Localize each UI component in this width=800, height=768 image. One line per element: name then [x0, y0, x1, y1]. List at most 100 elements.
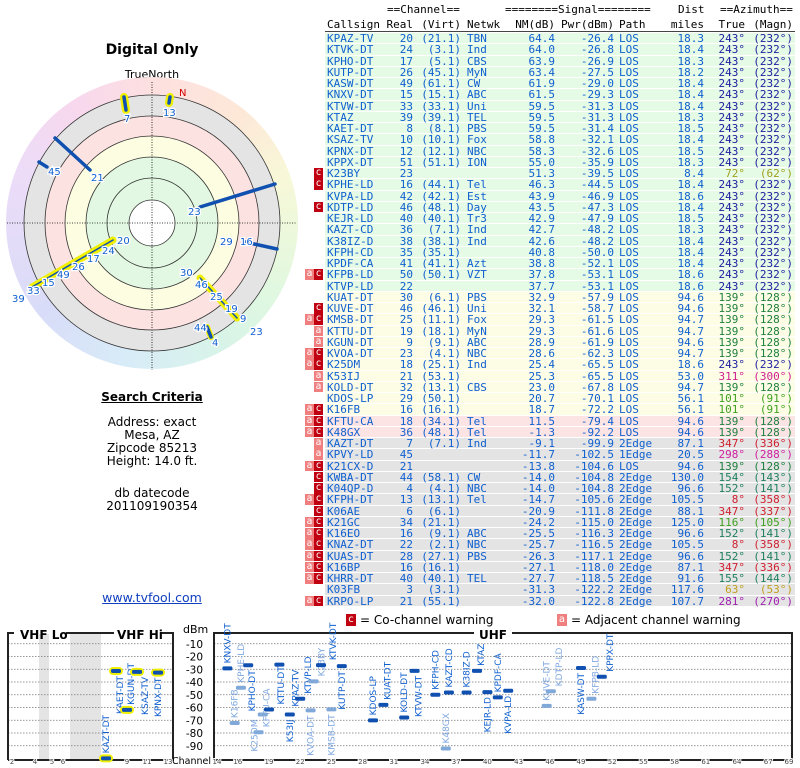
column-header[interactable]: miles	[670, 18, 704, 31]
station-row[interactable]: KAZT-DT 7 (7.1) Ind -9.1 -99.9 2Edge 87.1 347° (3…	[325, 438, 795, 450]
station-row[interactable]: KUAT-DT 30 (6.1) PBS 32.9 -57.9 LOS 94.6 139° (12…	[325, 290, 795, 304]
callsign: KDOS-LP	[327, 392, 374, 405]
station-row[interactable]: KWBA-DT 44 (58.1) CW -14.0 -104.8 2Edge 130.0 15…	[325, 471, 795, 483]
station-row[interactable]: KTTU-DT 19 (18.1) MyN 29.3 -61.6 LOS 94.7 139° (1…	[325, 324, 795, 338]
station-row[interactable]: K16FB 16 (16.1) 18.7 -72.2 LOS 56.1 101° (91°)	[325, 404, 795, 416]
real-channel: 19	[399, 324, 413, 338]
y-tick-label: -40	[186, 677, 203, 689]
column-header[interactable]: Real	[386, 18, 414, 31]
distance: 18.4	[677, 245, 705, 259]
station-row[interactable]: K21CX-D 21 -13.8 -104.6 LOS 94.6 139° (128°)	[325, 460, 795, 472]
station-row[interactable]: K23BY 23 51.3 -39.5 LOS 8.4 72° (62°)	[325, 168, 795, 180]
station-row[interactable]: K06AE 6 (6.1) -20.9 -111.8 2Edge 88.1 347° (337°…	[325, 504, 795, 518]
station-row[interactable]: K53IJ 21 (53.1) 25.3 -65.5 LOS 53.0 311° (300°)	[325, 369, 795, 383]
path: LOS	[619, 302, 639, 315]
azimuth-true: 139°	[718, 425, 746, 439]
callsign: KUAT-DT	[327, 290, 374, 304]
azimuth-magnetic: (128°)	[753, 335, 793, 349]
station-row[interactable]: KPDF-CA 41 (41.1) Azt 38.8 -52.1 LOS 18.4 243° (2…	[325, 257, 795, 270]
station-row[interactable]: KDOS-LP 29 (50.1) 20.7 -70.1 LOS 56.1 101° (91°)	[325, 392, 795, 405]
station-label: KSAZ-TV	[141, 676, 151, 715]
tvfool-link[interactable]: www.tvfool.com	[102, 590, 202, 605]
station-row[interactable]: KPAZ-TV 20 (21.1) TBN 64.4 -26.4 LOS 18.3 243° (2…	[325, 33, 795, 45]
callsign: K53IJ	[327, 369, 361, 383]
station-row[interactable]: KEJR-LD 40 (40.1) Tr3 42.9 -47.9 LOS 18.5 243° (2…	[325, 213, 795, 225]
station-row[interactable]: KHRR-DT 40 (40.1) TEL -27.7 -118.5 2Edge 91.6 15…	[325, 573, 795, 585]
station-row[interactable]: KGUN-DT 9 (9.1) ABC 28.9 -61.9 LOS 94.6 139° (128…	[325, 335, 795, 349]
column-header[interactable]: True	[718, 18, 746, 31]
azimuth-true: 347°	[718, 504, 746, 518]
column-header[interactable]: (Magn)	[753, 18, 793, 31]
network: PBS	[467, 290, 487, 304]
station-row[interactable]: KAET-DT 8 (8.1) PBS 59.5 -31.4 LOS 18.5 243° (232…	[325, 122, 795, 135]
station-row[interactable]: KPVY-LD 45 -11.7 -102.5 1Edge 20.5 298° (288°)	[325, 449, 795, 461]
station-row[interactable]: KRPO-LP 21 (55.1) -32.0 -122.8 2Edge 107.7 281°…	[325, 595, 795, 607]
station-row[interactable]: K04QP-D 4 (4.1) NBC -14.0 -104.8 2Edge 96.6 152°…	[325, 483, 795, 495]
station-row[interactable]: KTVW-DT 33 (33.1) Uni 59.5 -31.3 LOS 18.4 243° (2…	[325, 100, 795, 112]
noise-margin: 43.9	[528, 189, 556, 203]
polar-label: 46	[195, 280, 208, 291]
station-row[interactable]: K16BP 16 (16.1) -27.1 -118.0 2Edge 87.1 347° (33…	[325, 561, 795, 573]
station-row[interactable]: KFPH-DT 13 (13.1) Tel -14.7 -105.6 2Edge 105.5 8…	[325, 494, 795, 506]
virtual-channel: (45.1)	[421, 65, 461, 79]
station-row[interactable]: KTAZ 39 (39.1) TEL 59.5 -31.3 LOS 18.3 243° (232°…	[325, 111, 795, 123]
station-row[interactable]: KDTP-LD 46 (48.1) Day 43.5 -47.3 LOS 18.4 243° (2…	[325, 201, 795, 213]
real-channel: 49	[399, 77, 413, 90]
station-row[interactable]: KNAZ-DT 22 (2.1) NBC -25.7 -116.5 2Edge 105.5 8°…	[325, 539, 795, 551]
signal-bar	[482, 690, 493, 695]
signal-bar	[368, 718, 378, 723]
station-row[interactable]: KAZT-CD 36 (7.1) Ind 42.7 -48.2 LOS 18.3 243° (23…	[325, 224, 795, 236]
signal-bar	[295, 696, 306, 701]
station-row[interactable]: K25DM 18 (25.1) Ind 25.4 -65.5 LOS 18.6 243° (232…	[325, 358, 795, 372]
co-channel-warning-icon: c	[314, 470, 323, 483]
real-channel: 23	[399, 347, 413, 360]
path: LOS	[619, 257, 639, 270]
station-row[interactable]: KUTP-DT 26 (45.1) MyN 63.4 -27.5 LOS 18.2 243° (2…	[325, 65, 795, 79]
station-row[interactable]: KVOA-DT 23 (4.1) NBC 28.6 -62.3 LOS 94.7 139° (12…	[325, 347, 795, 360]
network: PBS	[467, 122, 487, 135]
distance: 117.6	[670, 583, 704, 597]
station-row[interactable]: KVPA-LD 42 (42.1) Est 43.9 -46.9 LOS 18.6 243° (2…	[325, 189, 795, 203]
signal-bar	[461, 690, 472, 695]
uhf-frame	[213, 632, 793, 761]
station-row[interactable]: KTVK-DT 24 (3.1) Ind 64.0 -26.8 LOS 18.4 243° (23…	[325, 44, 795, 56]
station-row[interactable]: KPPX-DT 51 (51.1) ION 55.0 -35.9 LOS 18.3 243° (2…	[325, 156, 795, 168]
station-row[interactable]: KPHO-DT 17 (5.1) CBS 63.9 -26.9 LOS 18.3 243° (23…	[325, 55, 795, 67]
station-row[interactable]: K21GC 34 (21.1) -24.2 -115.0 2Edge 125.0 116° (1…	[325, 516, 795, 528]
column-header[interactable]: (Virt)	[421, 18, 461, 31]
station-row[interactable]: KOLD-DT 32 (13.1) CBS 23.0 -67.8 LOS 94.7 139° (1…	[325, 381, 795, 393]
station-row[interactable]: KUAS-DT 28 (27.1) PBS -26.3 -117.1 2Edge 96.6 15…	[325, 550, 795, 562]
station-row[interactable]: KASW-DT 49 (61.1) CW 61.9 -29.0 LOS 18.4 243° (23…	[325, 77, 795, 90]
station-row[interactable]: KNXV-DT 15 (15.1) ABC 61.5 -29.3 LOS 18.4 243° (2…	[325, 89, 795, 101]
column-header[interactable]: Path	[619, 18, 646, 31]
station-row[interactable]: K48GX 36 (48.1) Tel -1.3 -92.2 LOS 94.6 139° (128…	[325, 425, 795, 439]
station-row[interactable]: K38IZ-D 38 (38.1) Ind 42.6 -48.2 LOS 18.4 243° (2…	[325, 235, 795, 247]
station-row[interactable]: KUVE-DT 46 (46.1) Uni 32.1 -58.7 LOS 94.6 139° (1…	[325, 302, 795, 315]
column-header[interactable]: NM(dB)	[515, 18, 555, 31]
polar-label: 16	[240, 237, 253, 248]
polar-label: 7	[124, 114, 130, 125]
path: LOS	[619, 358, 639, 372]
station-row[interactable]: KFTU-CA 18 (34.1) Tel 11.5 -79.4 LOS 94.6 139° (1…	[325, 415, 795, 427]
station-row[interactable]: KPHE-LD 16 (44.1) Tel 46.3 -44.5 LOS 18.4 243° (2…	[325, 179, 795, 191]
column-header[interactable]: Netwk	[467, 18, 501, 31]
station-row[interactable]: KMSB-DT 25 (11.1) Fox 29.3 -61.5 LOS 94.7 139° (1…	[325, 314, 795, 326]
station-row[interactable]: KTVP-LD 22 37.7 -53.1 LOS 18.6 243° (232°)	[325, 280, 795, 292]
station-row[interactable]: KPNX-DT 12 (12.1) NBC 58.3 -32.6 LOS 18.5 243° (2…	[325, 145, 795, 157]
column-header[interactable]: Callsign	[327, 18, 380, 31]
station-row[interactable]: KFPB-LD 50 (50.1) VZT 37.8 -53.1 LOS 18.6 243° (2…	[325, 269, 795, 281]
station-row[interactable]: KSAZ-TV 10 (10.1) Fox 58.8 -32.1 LOS 18.4 243° (2…	[325, 134, 795, 146]
station-row[interactable]: K03FB 3 (3.1) -31.3 -122.2 2Edge 117.6 63° (53°)	[325, 583, 795, 597]
path: LOS	[619, 425, 639, 439]
zipcode-text: Zipcode 85213	[106, 441, 198, 455]
column-header[interactable]: Pwr(dBm)	[561, 18, 614, 31]
power: -50.0	[580, 245, 614, 259]
azimuth-true: 243°	[718, 77, 746, 90]
signal-bar	[243, 663, 254, 668]
adjacent-warning-icon: a	[305, 347, 314, 359]
station-row[interactable]: K16EO 16 (9.1) ABC -25.5 -116.3 2Edge 96.6 152° (…	[325, 528, 795, 540]
station-label: KTTU-DT	[277, 666, 287, 705]
station-row[interactable]: KFPH-CD 35 (35.1) 40.8 -50.0 LOS 18.4 243° (232°…	[325, 245, 795, 259]
